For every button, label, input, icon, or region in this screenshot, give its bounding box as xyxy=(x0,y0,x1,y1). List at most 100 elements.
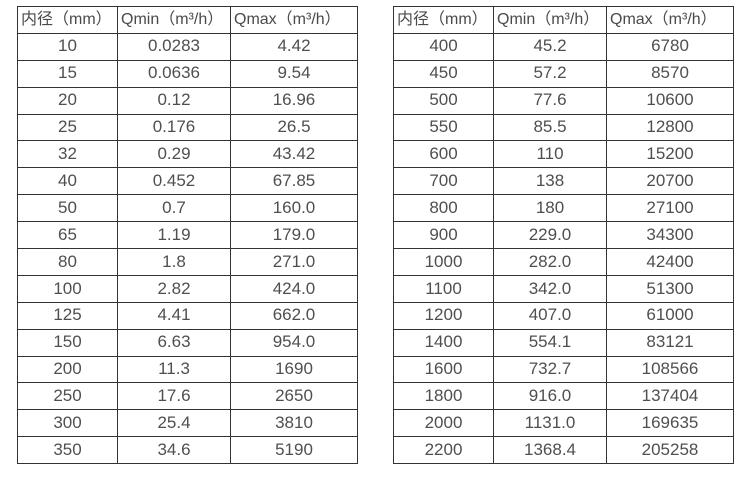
qmin-cell: 229.0 xyxy=(493,221,607,250)
diameter-cell: 1000 xyxy=(393,248,494,276)
qmin-cell: 11.3 xyxy=(117,355,231,384)
table-row: 800 180 27100 xyxy=(393,194,734,223)
qmin-cell: 0.7 xyxy=(117,194,231,223)
qmax-cell: 424.0 xyxy=(230,274,358,303)
qmax-cell: 16.96 xyxy=(230,86,358,115)
qmin-cell: 0.12 xyxy=(117,86,231,115)
table-row: 50 0.7 160.0 xyxy=(17,194,358,223)
qmax-cell: 5190 xyxy=(230,436,358,465)
qmin-cell: 77.6 xyxy=(493,86,607,115)
table-header-right: 内径（mm） Qmin（m³/h） Qmax（m³/h） xyxy=(393,6,734,34)
qmin-cell: 85.5 xyxy=(493,113,607,142)
table-row: 15 0.0636 9.54 xyxy=(17,59,358,88)
qmin-cell: 407.0 xyxy=(493,301,607,330)
diameter-cell: 2000 xyxy=(393,409,494,438)
diameter-cell: 500 xyxy=(393,86,494,115)
diameter-cell: 800 xyxy=(393,194,494,223)
diameter-cell: 250 xyxy=(17,382,118,411)
qmax-cell: 2650 xyxy=(230,382,358,411)
diameter-cell: 300 xyxy=(17,409,118,438)
qmin-cell: 554.1 xyxy=(493,328,607,357)
flow-spec-table-left: 内径（mm） Qmin（m³/h） Qmax（m³/h） 10 0.0283 4.4… xyxy=(17,6,358,465)
table-row: 400 45.2 6780 xyxy=(393,32,734,61)
table-row: 1400 554.1 83121 xyxy=(393,328,734,357)
qmin-cell: 2.82 xyxy=(117,274,231,303)
qmax-cell: 8570 xyxy=(606,59,734,88)
qmax-cell: 15200 xyxy=(606,140,734,169)
diameter-cell: 900 xyxy=(393,221,494,250)
table-row: 32 0.29 43.42 xyxy=(17,140,358,169)
table-row: 450 57.2 8570 xyxy=(393,59,734,88)
qmax-cell: 137404 xyxy=(606,382,734,411)
qmax-cell: 27100 xyxy=(606,194,734,223)
qmax-cell: 42400 xyxy=(606,248,734,276)
header-row: 内径（mm） Qmin（m³/h） Qmax（m³/h） xyxy=(393,6,734,34)
qmin-cell: 1368.4 xyxy=(493,436,607,465)
qmin-cell: 34.6 xyxy=(117,436,231,465)
qmax-cell: 20700 xyxy=(606,167,734,196)
col-header-qmax: Qmax（m³/h） xyxy=(230,6,358,34)
table-row: 20 0.12 16.96 xyxy=(17,86,358,115)
table-row: 65 1.19 179.0 xyxy=(17,221,358,250)
qmin-cell: 110 xyxy=(493,140,607,169)
table-row: 2200 1368.4 205258 xyxy=(393,436,734,465)
diameter-cell: 80 xyxy=(17,248,118,276)
qmax-cell: 271.0 xyxy=(230,248,358,276)
diameter-cell: 150 xyxy=(17,328,118,357)
qmax-cell: 4.42 xyxy=(230,32,358,61)
qmin-cell: 0.452 xyxy=(117,167,231,196)
table-row: 1200 407.0 61000 xyxy=(393,301,734,330)
header-row: 内径（mm） Qmin（m³/h） Qmax（m³/h） xyxy=(17,6,358,34)
diameter-cell: 50 xyxy=(17,194,118,223)
qmax-cell: 169635 xyxy=(606,409,734,438)
qmax-cell: 179.0 xyxy=(230,221,358,250)
spec-tables-container: 内径（mm） Qmin（m³/h） Qmax（m³/h） 10 0.0283 4.4… xyxy=(17,6,734,465)
diameter-cell: 600 xyxy=(393,140,494,169)
table-row: 250 17.6 2650 xyxy=(17,382,358,411)
diameter-cell: 1800 xyxy=(393,382,494,411)
qmax-cell: 662.0 xyxy=(230,301,358,330)
qmin-cell: 45.2 xyxy=(493,32,607,61)
table-row: 900 229.0 34300 xyxy=(393,221,734,250)
qmin-cell: 0.29 xyxy=(117,140,231,169)
diameter-cell: 65 xyxy=(17,221,118,250)
qmin-cell: 1.19 xyxy=(117,221,231,250)
qmin-cell: 342.0 xyxy=(493,274,607,303)
qmax-cell: 954.0 xyxy=(230,328,358,357)
qmin-cell: 57.2 xyxy=(493,59,607,88)
qmax-cell: 10600 xyxy=(606,86,734,115)
table-body-right: 400 45.2 6780 450 57.2 8570 500 77.6 10600 550 85.… xyxy=(393,32,734,465)
col-header-diameter: 内径（mm） xyxy=(17,6,118,34)
col-header-qmin: Qmin（m³/h） xyxy=(493,6,607,34)
diameter-cell: 1100 xyxy=(393,274,494,303)
qmax-cell: 6780 xyxy=(606,32,734,61)
qmin-cell: 6.63 xyxy=(117,328,231,357)
diameter-cell: 1200 xyxy=(393,301,494,330)
diameter-cell: 25 xyxy=(17,113,118,142)
qmax-cell: 83121 xyxy=(606,328,734,357)
table-header-left: 内径（mm） Qmin（m³/h） Qmax（m³/h） xyxy=(17,6,358,34)
qmin-cell: 0.176 xyxy=(117,113,231,142)
qmin-cell: 0.0283 xyxy=(117,32,231,61)
diameter-cell: 32 xyxy=(17,140,118,169)
qmin-cell: 138 xyxy=(493,167,607,196)
qmin-cell: 916.0 xyxy=(493,382,607,411)
qmin-cell: 25.4 xyxy=(117,409,231,438)
diameter-cell: 125 xyxy=(17,301,118,330)
table-row: 500 77.6 10600 xyxy=(393,86,734,115)
table-row: 125 4.41 662.0 xyxy=(17,301,358,330)
qmin-cell: 0.0636 xyxy=(117,59,231,88)
qmax-cell: 1690 xyxy=(230,355,358,384)
diameter-cell: 2200 xyxy=(393,436,494,465)
table-row: 40 0.452 67.85 xyxy=(17,167,358,196)
table-row: 80 1.8 271.0 xyxy=(17,248,358,276)
qmax-cell: 51300 xyxy=(606,274,734,303)
flow-spec-table-right: 内径（mm） Qmin（m³/h） Qmax（m³/h） 400 45.2 6780… xyxy=(393,6,734,465)
table-row: 150 6.63 954.0 xyxy=(17,328,358,357)
diameter-cell: 450 xyxy=(393,59,494,88)
table-row: 2000 1131.0 169635 xyxy=(393,409,734,438)
qmin-cell: 282.0 xyxy=(493,248,607,276)
qmin-cell: 4.41 xyxy=(117,301,231,330)
diameter-cell: 100 xyxy=(17,274,118,303)
